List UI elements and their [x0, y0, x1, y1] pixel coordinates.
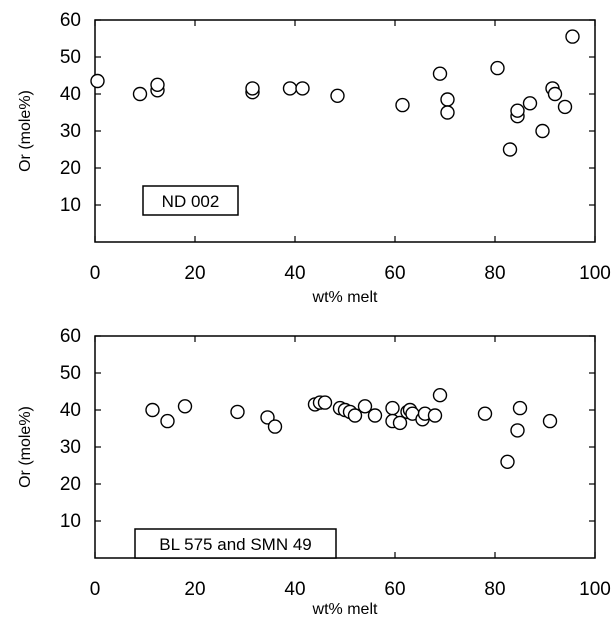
x-tick-label: 20 — [184, 579, 205, 600]
y-tick-label: 50 — [60, 363, 81, 384]
x-tick-label: 100 — [579, 579, 611, 600]
y-axis-label: Or (mole%) — [17, 90, 34, 172]
annotation-box: BL 575 and SMN 49 — [134, 528, 337, 559]
data-point — [267, 419, 283, 434]
x-axis-label: wt% melt — [312, 289, 378, 306]
data-point — [160, 413, 175, 429]
data-point — [392, 415, 408, 431]
data-point — [317, 395, 333, 410]
axis-ticks — [94, 335, 596, 558]
y-tick-label: 10 — [60, 195, 81, 216]
x-tick-label: 0 — [90, 579, 101, 600]
scatter-panel-1: 10 20 30 40 50 60 0 20 40 60 80 100 wt% … — [17, 10, 611, 306]
data-point — [132, 86, 148, 102]
y-axis-label: Or (mole%) — [17, 406, 34, 488]
scatter-panel-2: 10 20 30 40 50 60 0 20 40 60 80 100 wt% … — [17, 326, 611, 618]
data-point — [557, 99, 573, 115]
data-point — [535, 123, 550, 139]
x-tick-labels: 0 20 40 60 80 100 — [90, 579, 611, 600]
data-point — [347, 408, 363, 423]
data-point — [440, 105, 455, 120]
data-points — [90, 29, 580, 157]
data-point — [230, 404, 245, 420]
data-point — [367, 408, 383, 423]
data-point — [357, 399, 373, 414]
data-point — [245, 81, 260, 96]
y-tick-label: 40 — [60, 84, 81, 105]
data-point — [490, 60, 505, 76]
data-point — [385, 400, 400, 416]
y-tick-label: 20 — [60, 474, 81, 495]
x-tick-label: 80 — [484, 263, 505, 284]
y-tick-label: 10 — [60, 511, 81, 532]
data-point — [510, 423, 525, 438]
x-tick-labels: 0 20 40 60 80 100 — [90, 263, 611, 284]
x-tick-label: 20 — [184, 263, 205, 284]
data-point — [295, 81, 310, 96]
x-tick-label: 80 — [484, 579, 505, 600]
plot-frame — [94, 335, 596, 559]
data-point — [565, 29, 580, 44]
y-tick-label: 30 — [60, 437, 81, 458]
data-point — [432, 388, 448, 403]
axis-ticks — [94, 19, 596, 242]
data-point — [427, 408, 443, 423]
data-point — [90, 73, 105, 89]
y-tick-labels: 10 20 30 40 50 60 — [60, 326, 81, 532]
data-points — [145, 388, 558, 469]
y-tick-label: 60 — [60, 326, 81, 347]
data-point — [282, 81, 298, 96]
y-tick-label: 60 — [60, 10, 81, 31]
x-axis-label: wt% melt — [312, 601, 378, 618]
data-point — [502, 142, 518, 157]
y-tick-label: 50 — [60, 47, 81, 68]
data-point — [510, 103, 525, 118]
data-point — [542, 413, 558, 429]
annotation-box: ND 002 — [142, 185, 239, 216]
annotation-label: ND 002 — [162, 192, 220, 211]
data-point — [477, 406, 493, 421]
data-point — [440, 92, 455, 107]
data-point — [547, 86, 563, 102]
x-tick-label: 0 — [90, 263, 101, 284]
data-point — [522, 96, 538, 111]
y-tick-label: 30 — [60, 121, 81, 142]
y-tick-label: 40 — [60, 400, 81, 421]
y-tick-labels: 10 20 30 40 50 60 — [60, 10, 81, 216]
data-point — [330, 88, 345, 104]
annotation-frame — [142, 185, 239, 216]
annotation-frame — [134, 528, 337, 559]
data-point — [260, 410, 275, 425]
data-point — [432, 66, 448, 81]
x-tick-label: 40 — [284, 579, 305, 600]
x-tick-label: 60 — [384, 263, 405, 284]
data-point — [512, 400, 528, 416]
data-point — [177, 399, 193, 414]
data-point — [150, 77, 165, 93]
data-point — [145, 402, 160, 418]
annotation-label: BL 575 and SMN 49 — [159, 535, 311, 554]
x-tick-label: 60 — [384, 579, 405, 600]
x-tick-label: 40 — [284, 263, 305, 284]
data-point — [500, 454, 515, 469]
data-point — [395, 97, 410, 113]
x-tick-label: 100 — [579, 263, 611, 284]
y-tick-label: 20 — [60, 158, 81, 179]
